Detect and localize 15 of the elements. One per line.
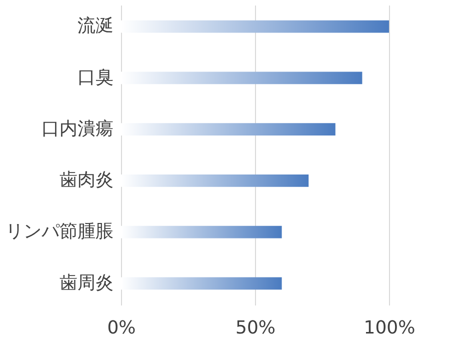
bar: [121, 123, 336, 136]
bar: [121, 277, 282, 290]
bar: [121, 226, 282, 238]
y-tick-label: 歯肉炎: [60, 170, 114, 191]
bar: [121, 174, 309, 187]
y-tick-label: 口臭: [78, 66, 114, 88]
y-tick-label: 流涎: [78, 16, 114, 37]
bar: [121, 20, 389, 33]
bar: [121, 72, 362, 84]
x-tick-label: 50%: [235, 318, 276, 338]
x-tick-label: 0%: [107, 318, 136, 338]
y-tick-label: 口内潰瘍: [42, 118, 114, 140]
y-tick-label: 歯周炎: [60, 272, 114, 294]
x-tick-label: 100%: [364, 318, 416, 338]
y-tick-label: リンパ節腫脹: [6, 221, 114, 242]
